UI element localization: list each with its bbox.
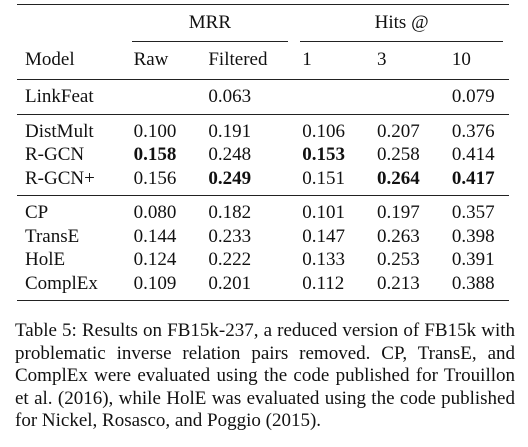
score-cell: 0.263: [377, 225, 420, 247]
model-name: CP: [25, 202, 49, 223]
score-cell: 0.144: [133, 225, 177, 247]
model-name: DistMult: [25, 120, 94, 142]
column-header: Filtered: [200, 41, 295, 80]
table-row: R-GCN 0.158 0.248 0.153 0.258 0.414: [17, 143, 509, 167]
empty-cell: [369, 79, 444, 115]
model-name: TransE: [25, 225, 80, 247]
score-cell: 0.151: [294, 166, 370, 196]
score-cell: 0.182: [208, 202, 252, 223]
table-row: DistMult 0.100 0.191 0.106 0.207 0.376: [17, 114, 509, 143]
score-cell: 0.213: [377, 272, 420, 294]
caption: Table 5: Results on FB15k-237, a reduced…: [15, 320, 515, 431]
score-cell: 0.357: [451, 202, 495, 223]
score-cell: 0.417: [443, 166, 509, 196]
score-cell: 0.153: [302, 144, 345, 165]
score-cell: 0.101: [302, 202, 345, 223]
score-cell: 0.133: [302, 249, 345, 270]
score-cell: 0.248: [208, 144, 252, 165]
score-cell: 0.106: [302, 120, 345, 142]
column-header: 10: [443, 41, 509, 80]
score-cell: 0.109: [133, 272, 177, 294]
score-cell: 0.079: [443, 79, 509, 115]
model-name: ComplEx: [25, 272, 98, 294]
score-cell: 0.253: [377, 249, 420, 270]
score-cell: 0.249: [200, 166, 295, 196]
model-name: LinkFeat: [17, 79, 126, 115]
model-name: HolE: [25, 249, 66, 270]
score-cell: 0.414: [451, 144, 495, 165]
score-cell: 0.207: [377, 120, 420, 142]
blank-cell: [17, 5, 126, 42]
table-row: ComplEx 0.109 0.201 0.112 0.213 0.388: [17, 272, 509, 301]
table-row: LinkFeat 0.063 0.079: [17, 79, 509, 115]
score-cell: 0.191: [208, 120, 252, 142]
score-cell: 0.222: [208, 249, 252, 270]
score-cell: 0.158: [133, 144, 177, 165]
model-name: R-GCN: [25, 144, 85, 165]
score-cell: 0.147: [302, 225, 345, 247]
group-header-label: MRR: [131, 11, 289, 42]
table-row: HolE 0.124 0.222 0.133 0.253 0.391: [17, 248, 509, 272]
column-header: Model: [17, 41, 126, 80]
score-cell: 0.201: [208, 272, 252, 294]
table-row: CP 0.080 0.182 0.101 0.197 0.357: [17, 196, 509, 225]
results-table: MRR Hits @ Model Raw Filtered 1 3 10 LinkFeat 0…: [17, 4, 509, 301]
score-cell: 0.100: [133, 120, 177, 142]
empty-cell: [125, 79, 201, 115]
group-header: MRR: [126, 5, 295, 42]
column-header-row: Model Raw Filtered 1 3 10: [17, 41, 509, 80]
table-row: TransE 0.144 0.233 0.147 0.263 0.398: [17, 225, 509, 249]
score-cell: 0.080: [133, 202, 177, 223]
column-header: Raw: [125, 41, 201, 80]
group-header: Hits @: [294, 5, 509, 42]
empty-cell: [294, 79, 370, 115]
group-header-label: Hits @: [300, 11, 503, 42]
table-row: R-GCN+ 0.156 0.249 0.151 0.264 0.417: [17, 166, 509, 196]
column-header: 1: [294, 41, 370, 80]
score-cell: 0.258: [377, 144, 420, 165]
score-cell: 0.391: [451, 249, 495, 270]
score-cell: 0.124: [133, 249, 177, 270]
score-cell: 0.264: [369, 166, 444, 196]
score-cell: 0.388: [451, 272, 495, 294]
score-cell: 0.112: [302, 272, 345, 294]
score-cell: 0.063: [200, 79, 295, 115]
group-header-row: MRR Hits @: [17, 5, 509, 42]
score-cell: 0.376: [451, 120, 495, 142]
score-cell: 0.156: [125, 166, 201, 196]
column-header: 3: [369, 41, 444, 80]
score-cell: 0.398: [451, 225, 495, 247]
model-name: R-GCN+: [17, 166, 126, 196]
score-cell: 0.197: [377, 202, 420, 223]
score-cell: 0.233: [208, 225, 252, 247]
